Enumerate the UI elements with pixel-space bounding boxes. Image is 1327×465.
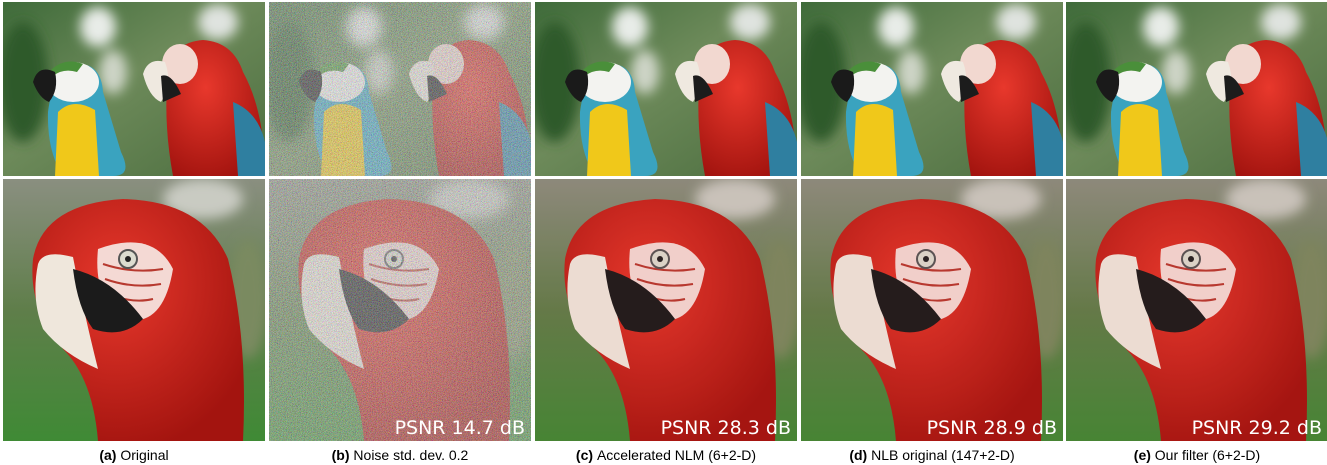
figure: (a) Original PSNR 14.7 dB (b) Noise std. d…	[0, 0, 1327, 465]
caption: (a) Original	[99, 447, 168, 463]
top-image	[0, 2, 265, 176]
caption-text: Our filter (6+2-D)	[1155, 447, 1260, 463]
noise-overlay	[269, 179, 531, 441]
caption-text: Accelerated NLM (6+2-D)	[597, 447, 756, 463]
psnr-label: PSNR 28.9 dB	[927, 417, 1057, 439]
caption-text: Original	[120, 447, 168, 463]
top-image	[1061, 2, 1327, 176]
caption-text: Noise std. dev. 0.2	[353, 447, 468, 463]
page: {"panels": [ {"label": "(a)", "caption":…	[0, 0, 1327, 465]
smoothing-overlay	[1066, 179, 1327, 441]
caption: (b) Noise std. dev. 0.2	[332, 447, 469, 463]
bottom-image	[3, 179, 268, 441]
panel: PSNR 28.9 dB (d) NLB original (147+2-D)	[796, 2, 1066, 463]
psnr-label: PSNR 14.7 dB	[395, 417, 525, 439]
caption-label: (c)	[576, 447, 593, 463]
noise-overlay	[269, 2, 531, 176]
caption: (c) Accelerated NLM (6+2-D)	[576, 447, 756, 463]
caption: (d) NLB original (147+2-D)	[849, 447, 1014, 463]
smoothing-overlay	[535, 179, 797, 441]
psnr-label: PSNR 29.2 dB	[1192, 417, 1322, 439]
panel: (a) Original	[0, 2, 268, 463]
panel: PSNR 14.7 dB (b) Noise std. dev. 0.2	[264, 2, 534, 463]
caption-label: (d)	[849, 447, 867, 463]
top-image	[796, 2, 1063, 176]
psnr-label: PSNR 28.3 dB	[661, 417, 791, 439]
caption-label: (a)	[99, 447, 116, 463]
top-image	[530, 2, 797, 176]
caption: (e) Our filter (6+2-D)	[1134, 447, 1260, 463]
caption-text: NLB original (147+2-D)	[871, 447, 1015, 463]
panel: PSNR 28.3 dB (c) Accelerated NLM (6+2-D)	[530, 2, 800, 463]
smoothing-overlay	[801, 179, 1063, 441]
panel: PSNR 29.2 dB (e) Our filter (6+2-D)	[1061, 2, 1327, 463]
caption-label: (e)	[1134, 447, 1151, 463]
caption-label: (b)	[332, 447, 350, 463]
